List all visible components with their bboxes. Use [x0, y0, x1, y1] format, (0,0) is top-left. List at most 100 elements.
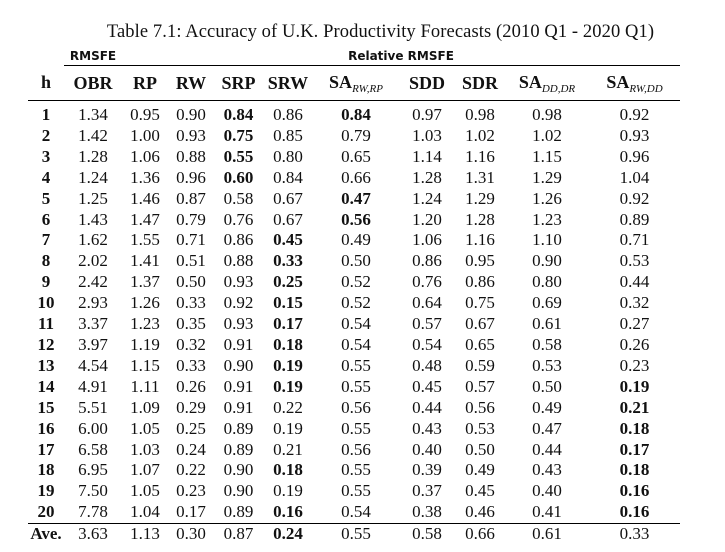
value-cell-sdd: 1.28: [412, 167, 442, 187]
value-cell-sa_rw_dd: 0.89: [619, 209, 650, 229]
value-cell-sdd: 0.43: [412, 418, 442, 438]
value-cell-rp: 1.41: [130, 251, 160, 271]
value-cell-sa_dd_dr: 0.44: [532, 439, 562, 459]
value-cell-sdr: 0.49: [465, 460, 495, 480]
value-cell-sdr: 0.57: [465, 376, 495, 396]
table-caption: Table 7.1: Accuracy of U.K. Productivity…: [106, 22, 655, 42]
value-cell-rp: 1.05: [130, 481, 160, 501]
value-cell-obr: 7.50: [78, 481, 108, 501]
horizon-cell: 11: [37, 314, 55, 334]
value-cell-rw: 0.29: [176, 397, 206, 417]
value-cell-srw: 0.84: [273, 167, 303, 187]
value-cell-sdr: 0.98: [465, 105, 495, 124]
value-cell-sa_dd_dr: 1.02: [532, 125, 562, 145]
horizon-cell: 9: [41, 272, 51, 292]
value-cell-sa_dd_dr: 1.23: [532, 209, 562, 229]
horizon-cell: 19: [37, 481, 55, 501]
value-cell-srw: 0.86: [273, 105, 303, 124]
value-cell-sa_rw_dd: 0.16: [619, 481, 650, 501]
value-cell-rp: 1.07: [130, 460, 160, 480]
column-header-sdd: SDD: [399, 65, 455, 101]
value-cell-sa_rw_dd: 0.18: [619, 460, 650, 480]
horizon-cell: 17: [37, 439, 55, 459]
value-cell-sdd: 1.20: [412, 209, 442, 229]
column-header-rw: RW: [168, 65, 214, 101]
value-cell-sa_dd_dr: 0.98: [532, 105, 562, 124]
value-cell-sdr: 1.29: [465, 188, 495, 208]
column-header-sa_rw_dd: SARW,DD: [589, 65, 680, 101]
value-cell-sa_dd_dr: 1.10: [532, 230, 562, 250]
value-cell-sdr: 0.67: [465, 314, 495, 334]
value-cell-sdr: 0.66: [455, 523, 505, 546]
column-header-label: SA: [518, 71, 542, 92]
column-header-obr: OBR: [64, 65, 122, 101]
value-cell-sa_rw_rp: 0.56: [341, 397, 371, 417]
value-cell-rw: 0.35: [176, 314, 206, 334]
value-cell-obr: 1.34: [78, 105, 108, 124]
value-cell-obr: 3.97: [78, 334, 108, 354]
value-cell-sdr: 0.75: [465, 293, 495, 313]
value-cell-srp: 0.84: [223, 105, 254, 124]
value-cell-sa_rw_dd: 0.16: [619, 502, 650, 522]
value-cell-sa_rw_rp: 0.65: [341, 146, 371, 166]
value-cell-rw: 0.33: [176, 293, 206, 313]
table-row: 9 2.42 1.37 0.50 0.93 0.25 0.52 0.76 0.86 0.80 0.4…: [28, 272, 680, 293]
value-cell-obr: 1.28: [78, 146, 108, 166]
value-cell-sdd: 0.57: [412, 314, 442, 334]
value-cell-rp: 1.03: [130, 439, 160, 459]
column-header-label: SDD: [408, 72, 445, 93]
value-cell-srp: 0.90: [223, 460, 254, 480]
value-cell-srp: 0.93: [223, 272, 254, 292]
value-cell-sdd: 0.39: [412, 460, 442, 480]
value-cell-sa_rw_rp: 0.50: [341, 251, 371, 271]
value-cell-sa_rw_rp: 0.52: [341, 293, 371, 313]
value-cell-sa_rw_rp: 0.54: [341, 502, 371, 522]
value-cell-srw: 0.18: [273, 334, 303, 354]
value-cell-sdr: 0.45: [465, 481, 495, 501]
value-cell-rp: 1.37: [130, 272, 160, 292]
value-cell-sa_rw_rp: 0.79: [341, 125, 371, 145]
value-cell-srw: 0.19: [273, 355, 303, 375]
value-cell-sa_rw_dd: 0.33: [589, 523, 680, 546]
value-cell-srp: 0.90: [223, 355, 254, 375]
value-cell-sdr: 0.50: [465, 439, 495, 459]
value-cell-srp: 0.55: [223, 146, 254, 166]
value-cell-rw: 0.71: [176, 230, 206, 250]
value-cell-sa_rw_dd: 0.96: [619, 146, 650, 166]
column-header-row: h OBR RP RW SRP SRW SARW,RP SDD SDR SADD,DR SARW,D…: [28, 65, 680, 101]
value-cell-sa_rw_dd: 0.18: [619, 418, 650, 438]
value-cell-obr: 6.95: [78, 460, 108, 480]
column-header-rp: RP: [122, 65, 168, 101]
value-cell-rp: 1.15: [130, 355, 160, 375]
value-cell-obr: 1.42: [78, 125, 108, 145]
value-cell-srp: 0.93: [223, 314, 254, 334]
value-cell-srw: 0.16: [273, 502, 303, 522]
column-header-label: SA: [329, 71, 353, 92]
value-cell-rw: 0.51: [176, 251, 206, 271]
value-cell-srw: 0.19: [273, 418, 303, 438]
value-cell-srw: 0.33: [273, 251, 303, 271]
horizon-cell: Ave.: [28, 523, 64, 546]
table-row: 6 1.43 1.47 0.79 0.76 0.67 0.56 1.20 1.28 1.23 0.8…: [28, 210, 680, 231]
group-header-relative-rmsfe: Relative RMSFE: [122, 46, 680, 66]
value-cell-sa_rw_rp: 0.55: [313, 523, 399, 546]
value-cell-rw: 0.32: [176, 334, 206, 354]
value-cell-rw: 0.26: [176, 376, 206, 396]
value-cell-sa_dd_dr: 0.50: [532, 376, 562, 396]
column-header-sdr: SDR: [455, 65, 505, 101]
value-cell-sa_rw_dd: 0.92: [619, 105, 650, 124]
table-row: 20 7.78 1.04 0.17 0.89 0.16 0.54 0.38 0.46 0.41 0.…: [28, 502, 680, 523]
value-cell-sa_dd_dr: 0.61: [532, 314, 562, 334]
table-row: 3 1.28 1.06 0.88 0.55 0.80 0.65 1.14 1.16 1.15 0.9…: [28, 147, 680, 168]
value-cell-srw: 0.24: [263, 523, 313, 546]
table-row: 11 3.37 1.23 0.35 0.93 0.17 0.54 0.57 0.67 0.61 0.…: [28, 314, 680, 335]
column-header-srp: SRP: [214, 65, 263, 101]
value-cell-rp: 0.95: [130, 105, 160, 124]
value-cell-rp: 1.11: [130, 376, 160, 396]
value-cell-sdd: 0.38: [412, 502, 442, 522]
value-cell-srp: 0.92: [223, 293, 254, 313]
value-cell-srp: 0.76: [223, 209, 254, 229]
value-cell-rp: 1.13: [122, 523, 168, 546]
value-cell-rp: 1.47: [130, 209, 160, 229]
value-cell-srw: 0.15: [273, 293, 303, 313]
